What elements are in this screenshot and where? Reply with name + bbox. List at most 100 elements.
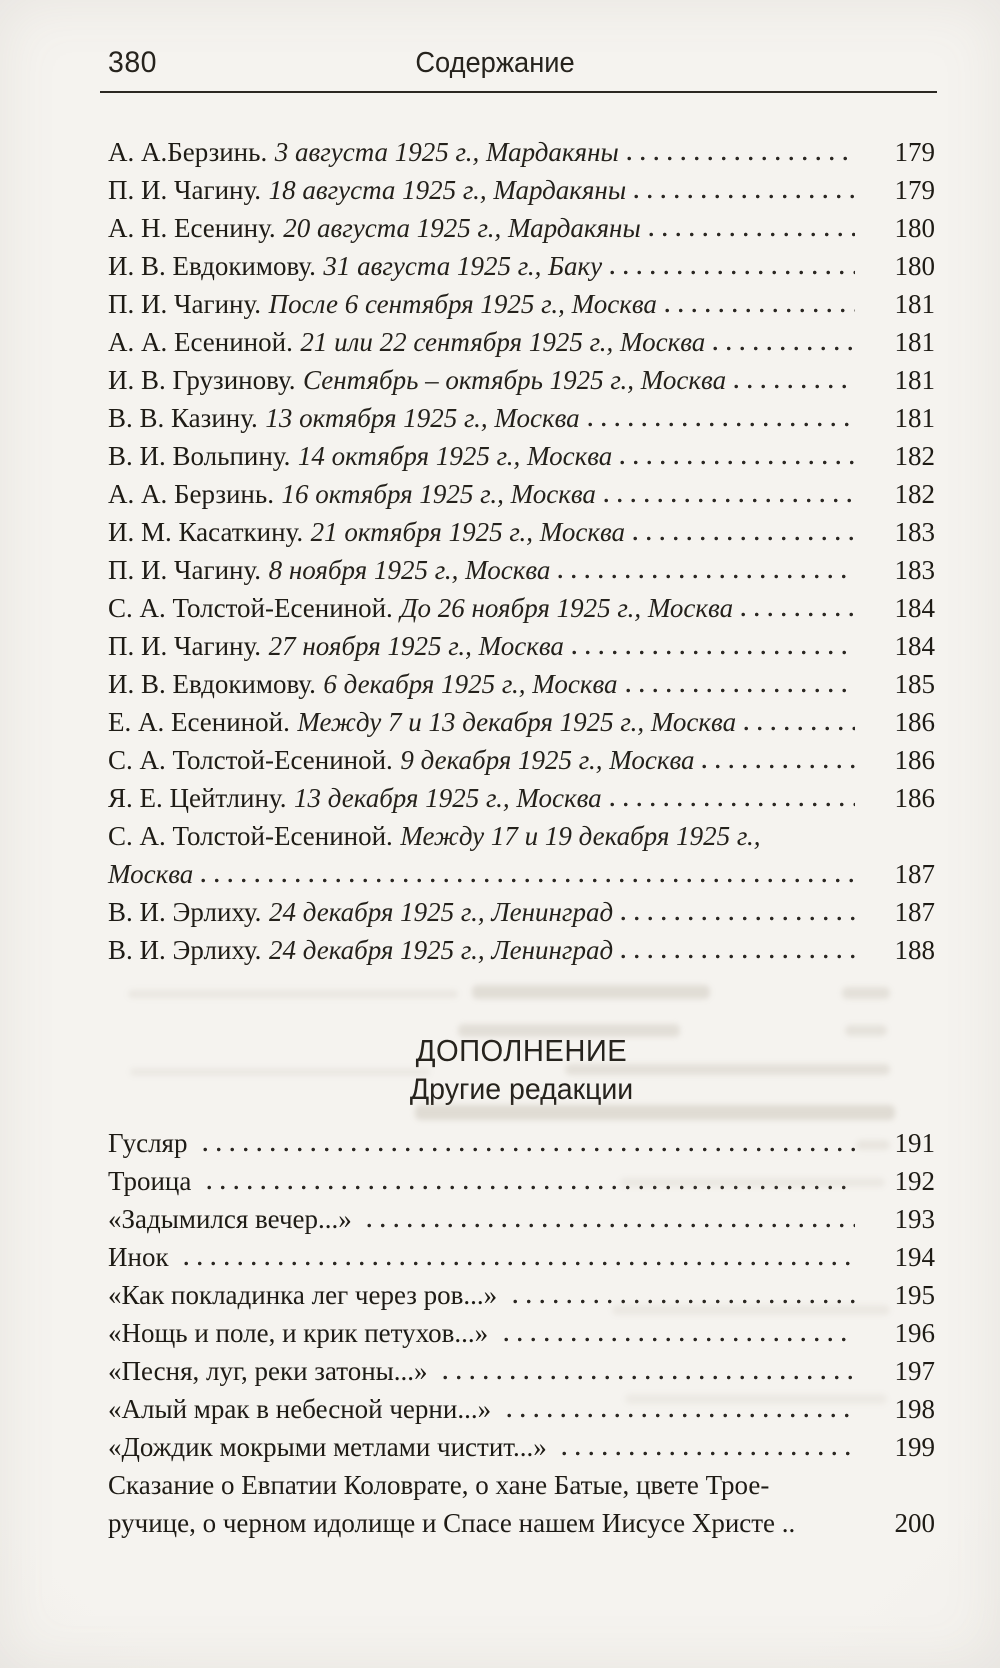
- dot-leader: [201, 878, 855, 883]
- entry-page-number: 187: [894, 859, 936, 889]
- entry-title: А. А. Есениной.: [108, 327, 293, 357]
- entry-page-number: 186: [894, 745, 936, 775]
- toc-entry: И. М. Касаткину. 21 октября 1925 г., Мос…: [108, 513, 935, 551]
- entry-page-number: 180: [894, 213, 936, 243]
- entry-date-place: 6 декабря 1925 г., Москва: [323, 669, 618, 699]
- entry-title: П. И. Чагину.: [108, 175, 262, 205]
- toc-entry: И. В. Грузинову. Сентябрь – октябрь 1925…: [108, 361, 935, 399]
- entry-title: Сказание о Евпатии Коловрате, о хане Бат…: [108, 1470, 770, 1500]
- toc-entry: В. И. Вольпину. 14 октября 1925 г., Моск…: [108, 437, 935, 475]
- toc-entry: И. В. Евдокимову. 6 декабря 1925 г., Мос…: [108, 665, 935, 703]
- dot-leader: [184, 1261, 855, 1266]
- entry-page-number: 181: [894, 403, 936, 433]
- dot-leader: [620, 460, 855, 465]
- page-header: 380 Содержание: [0, 0, 1000, 96]
- toc-entry: Е. А. Есениной. Между 7 и 13 декабря 192…: [108, 703, 935, 741]
- entry-title: А. Н. Есенину.: [108, 213, 276, 243]
- entry-date-place: Между 17 и 19 декабря 1925 г.,: [400, 821, 761, 851]
- dot-leader: [603, 498, 855, 503]
- toc-entry: П. И. Чагину. 18 августа 1925 г., Мардак…: [108, 171, 935, 209]
- entry-page-number: 181: [894, 327, 936, 357]
- section-title: ДОПОЛНЕНИЕ: [415, 1033, 628, 1068]
- dot-leader: [621, 954, 855, 959]
- entry-page-number: 200: [894, 1508, 936, 1538]
- entry-title: «Задымился вечер...»: [108, 1204, 352, 1234]
- toc-entry: П. И. Чагину. 27 ноября 1925 г., Москва …: [108, 627, 935, 665]
- entry-date-place: 9 декабря 1925 г., Москва: [400, 745, 695, 775]
- header-rule: [100, 91, 937, 93]
- entry-page-number: 179: [894, 175, 936, 205]
- dot-leader: [626, 156, 855, 161]
- toc-entry: «Как покладинка лег через ров...» 195: [108, 1276, 935, 1314]
- dot-leader: [633, 536, 855, 541]
- folio-page-number: 380: [108, 46, 157, 79]
- dot-leader: [503, 1337, 855, 1342]
- dot-leader: [744, 726, 855, 731]
- entry-title: П. И. Чагину.: [108, 555, 262, 585]
- entry-date-place: 13 декабря 1925 г., Москва: [294, 783, 602, 813]
- entry-date-place: 16 октября 1925 г., Москва: [281, 479, 596, 509]
- dot-leader: [648, 232, 855, 237]
- entry-title: Троица: [108, 1166, 192, 1196]
- dot-leader: [634, 194, 855, 199]
- entry-page-number: 184: [894, 593, 936, 623]
- toc-entry: «Песня, луг, реки затоны...» 197: [108, 1352, 935, 1390]
- section-subtitle: Другие редакции: [108, 1070, 935, 1110]
- entry-title: И. В. Грузинову.: [108, 365, 296, 395]
- dot-leader: [587, 422, 855, 427]
- entry-page-number: 180: [894, 251, 936, 281]
- dot-leader: [734, 384, 855, 389]
- entry-page-number: 193: [894, 1204, 936, 1234]
- entry-page-number: 194: [894, 1242, 936, 1272]
- toc-main-list: А. А.Берзинь. 3 августа 1925 г., Мардакя…: [108, 133, 935, 969]
- toc-entry: А. Н. Есенину. 20 августа 1925 г., Марда…: [108, 209, 935, 247]
- entry-title: ручице, о черном идолище и Спасе нашем И…: [108, 1508, 796, 1538]
- entry-title: «Дождик мокрыми метлами чистит...»: [108, 1432, 547, 1462]
- entry-page-number: 185: [894, 669, 936, 699]
- entry-page-number: 186: [894, 707, 936, 737]
- table-of-contents: А. А.Берзинь. 3 августа 1925 г., Мардакя…: [0, 93, 1000, 1542]
- toc-entry: Сказание о Евпатии Коловрате, о хане Бат…: [108, 1466, 935, 1504]
- toc-entry: А. А. Есениной. 21 или 22 сентября 1925 …: [108, 323, 935, 361]
- dot-leader: [625, 688, 855, 693]
- toc-entry: «Дождик мокрыми метлами чистит...» 199: [108, 1428, 935, 1466]
- entry-date-place: 21 или 22 сентября 1925 г., Москва: [300, 327, 706, 357]
- toc-entry: В. И. Эрлиху. 24 декабря 1925 г., Ленинг…: [108, 893, 935, 931]
- entry-page-number: 181: [894, 365, 936, 395]
- entry-title: «Алый мрак в небесной черни...»: [108, 1394, 492, 1424]
- entry-title: С. А. Толстой-Есениной.: [108, 745, 393, 775]
- entry-date-place: 24 декабря 1925 г., Ленинград: [268, 897, 614, 927]
- section-subtitle-text: Другие редакции: [409, 1073, 634, 1106]
- entry-title: С. А. Толстой-Есениной.: [108, 821, 393, 851]
- dot-leader: [558, 574, 855, 579]
- entry-date-place: Сентябрь – октябрь 1925 г., Москва: [303, 365, 727, 395]
- entry-date-place: 3 августа 1925 г., Мардакяны: [274, 137, 619, 167]
- toc-entry: П. И. Чагину. После 6 сентября 1925 г., …: [108, 285, 935, 323]
- entry-date-place: 31 августа 1925 г., Баку: [323, 251, 603, 281]
- entry-date-place: 20 августа 1925 г., Мардакяны: [283, 213, 641, 243]
- toc-entry: «Алый мрак в небесной черни...» 198: [108, 1390, 935, 1428]
- entry-title: И. В. Евдокимову.: [108, 251, 316, 281]
- entry-date-place: Между 7 и 13 декабря 1925 г., Москва: [297, 707, 737, 737]
- entry-page-number: 184: [894, 631, 936, 661]
- entry-page-number: 188: [894, 935, 936, 965]
- entry-date-place: После 6 сентября 1925 г., Москва: [268, 289, 657, 319]
- toc-entry: С. А. Толстой-Есениной. До 26 ноября 192…: [108, 589, 935, 627]
- entry-date-place: 8 ноября 1925 г., Москва: [268, 555, 551, 585]
- entry-title: И. В. Евдокимову.: [108, 669, 316, 699]
- toc-entry: А. А. Берзинь. 16 октября 1925 г., Москв…: [108, 475, 935, 513]
- entry-date-place: Москва: [108, 859, 194, 889]
- entry-title: П. И. Чагину.: [108, 289, 262, 319]
- entry-date-place: 14 октября 1925 г., Москва: [297, 441, 613, 471]
- entry-title: Гусляр: [108, 1128, 188, 1158]
- entry-title: П. И. Чагину.: [108, 631, 262, 661]
- dot-leader: [443, 1375, 855, 1380]
- dot-leader: [741, 612, 855, 617]
- toc-entry: П. И. Чагину. 8 ноября 1925 г., Москва 1…: [108, 551, 935, 589]
- dot-leader: [609, 802, 855, 807]
- dot-leader: [562, 1451, 855, 1456]
- entry-date-place: 21 октября 1925 г., Москва: [310, 517, 626, 547]
- dot-leader: [702, 764, 855, 769]
- dot-leader: [621, 916, 855, 921]
